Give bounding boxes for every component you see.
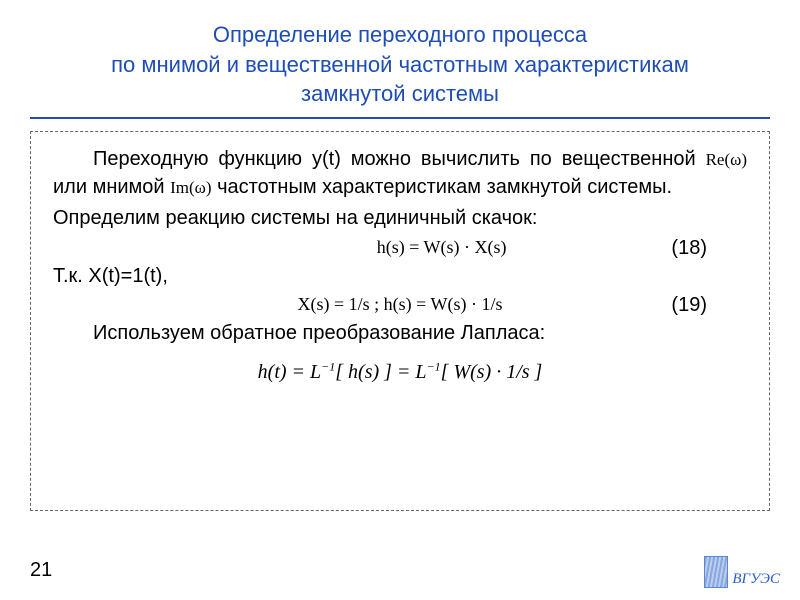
equation-18: h(s) = W(s) · X(s) — [377, 235, 507, 260]
logo-text: ВГУЭС — [732, 571, 780, 588]
equation-final: h(t) = L−1[ h(s) ] = L−1[ W(s) · 1/s ] — [53, 358, 747, 386]
equation-18-line: h(s) = W(s) · X(s) (18) — [53, 235, 747, 261]
p1-math-re: Re(ω) — [706, 150, 747, 169]
eqf-sup1: −1 — [321, 359, 335, 373]
eqf-c: [ W(s) · 1/s ] — [441, 361, 543, 383]
equation-19-number: (19) — [671, 292, 707, 320]
p1-text-c: частотным характеристикам замкнутой сист… — [212, 176, 673, 198]
p1-math-im: Im(ω) — [170, 178, 211, 197]
equation-19: X(s) = 1/s ; h(s) = W(s) · 1/s — [298, 292, 503, 317]
p1-text-a: Переходную функцию у(t) можно вычислить … — [93, 148, 706, 170]
equation-19-line: X(s) = 1/s ; h(s) = W(s) · 1/s (19) — [53, 292, 747, 318]
title-line-3: замкнутой системы — [301, 81, 499, 106]
paragraph-4: Используем обратное преобразование Лапла… — [53, 320, 747, 348]
paragraph-3: Т.к. X(t)=1(t), — [53, 263, 747, 291]
eqf-sup2: −1 — [427, 359, 441, 373]
title-line-2: по мнимой и вещественной частотным харак… — [111, 52, 689, 77]
logo: ВГУЭС — [704, 556, 780, 588]
paragraph-1: Переходную функцию у(t) можно вычислить … — [53, 146, 747, 201]
logo-icon — [704, 556, 728, 588]
eqf-a: h(t) = L — [258, 361, 322, 383]
content-box: Переходную функцию у(t) можно вычислить … — [30, 131, 770, 511]
paragraph-2: Определим реакцию системы на единичный с… — [53, 205, 747, 233]
eqf-b: [ h(s) ] = L — [335, 361, 426, 383]
title-underline — [30, 117, 770, 119]
title-line-1: Определение переходного процесса — [213, 22, 587, 47]
slide-title: Определение переходного процесса по мним… — [0, 0, 800, 117]
p1-text-b: или мнимой — [53, 176, 170, 198]
equation-18-number: (18) — [671, 235, 707, 263]
page-number: 21 — [30, 559, 52, 582]
